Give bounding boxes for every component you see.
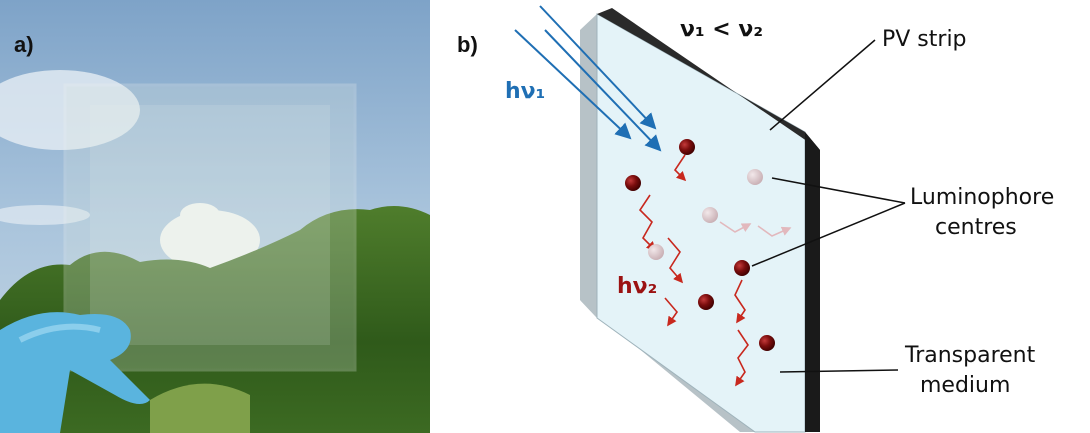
emitted-light-label: hν₂ [617, 274, 657, 299]
medium-label: Transparent [904, 343, 1036, 368]
medium-label: medium [920, 373, 1010, 398]
lsc-panel [580, 8, 820, 432]
panel-label: a) [14, 32, 34, 57]
page: a) b) ν₁ < ν₂ [0, 0, 1090, 433]
frequency-relation: ν₁ < ν₂ [680, 17, 763, 42]
panel-label: b) [457, 32, 478, 57]
incident-light-label: hν₁ [505, 79, 545, 104]
luminophore-label: centres [935, 215, 1017, 240]
pv-strip-label: PV strip [882, 27, 967, 52]
luminophore-label: Luminophore [910, 185, 1054, 210]
photo [0, 0, 430, 433]
figure: a) b) ν₁ < ν₂ [0, 0, 1090, 433]
